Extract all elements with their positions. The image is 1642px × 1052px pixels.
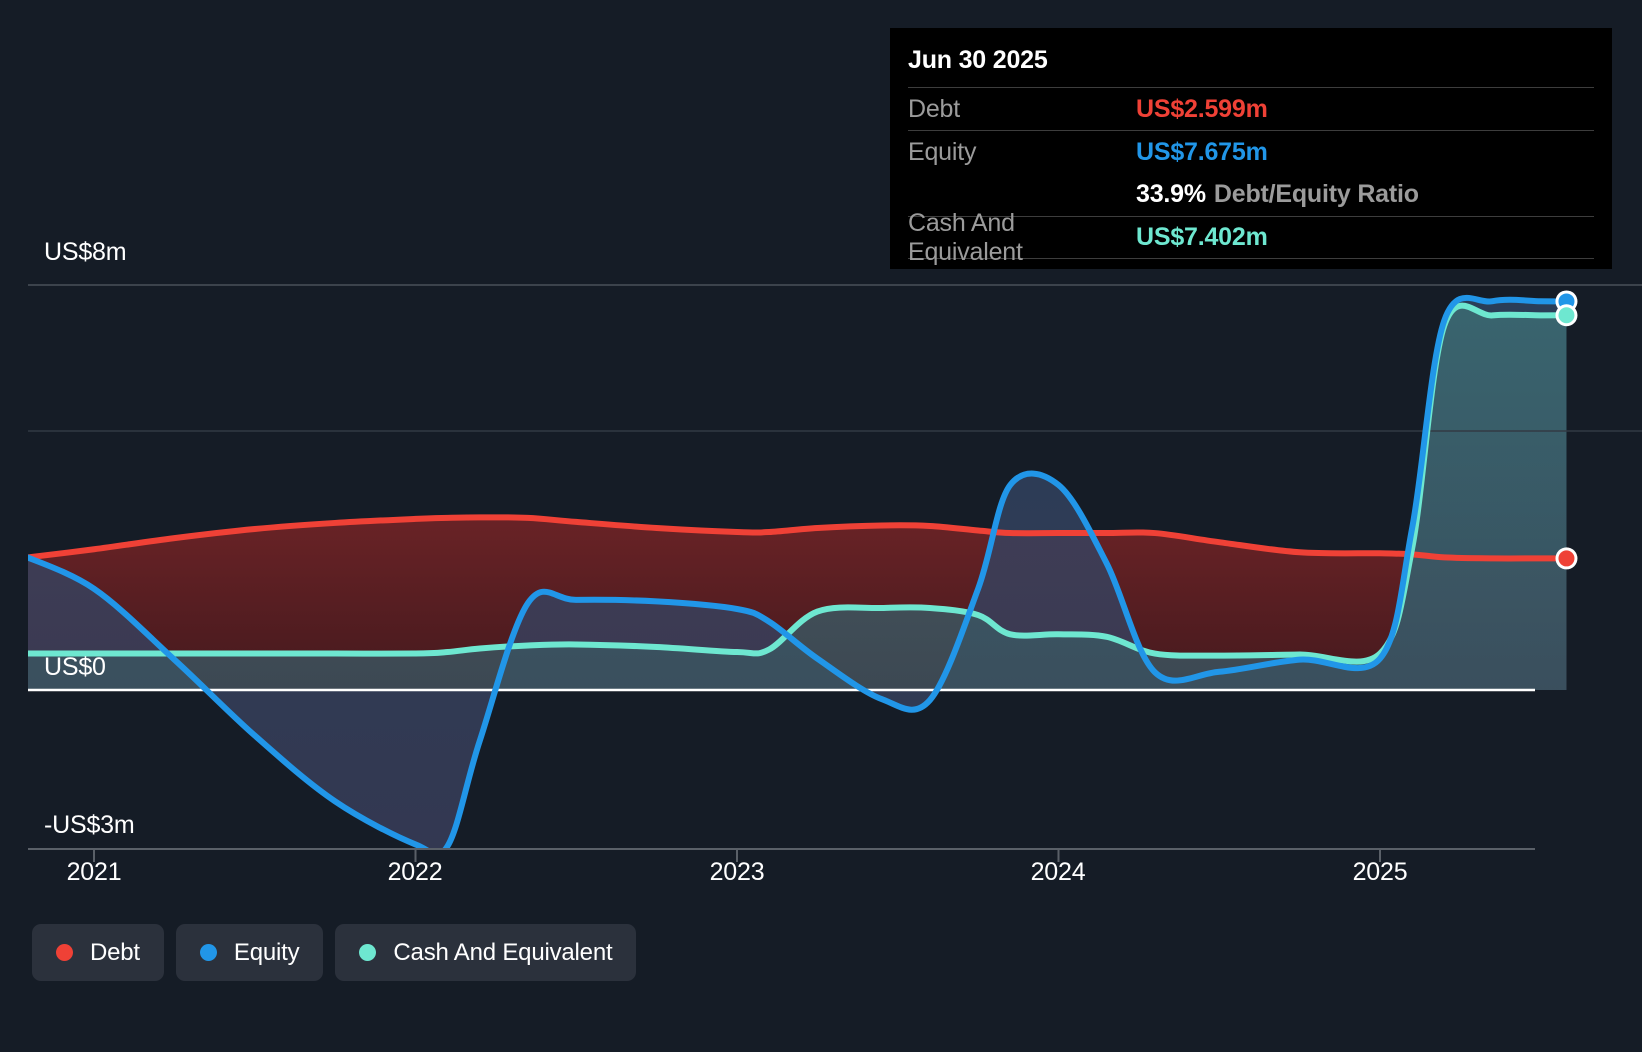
series-lines (28, 294, 1570, 848)
x-label-2022: 2022 (387, 858, 443, 886)
legend-label-equity: Equity (233, 938, 300, 966)
equity-color-dot (199, 944, 217, 961)
y-label-zero: US$0 (44, 653, 106, 681)
series-fills (28, 297, 1567, 848)
x-axis-ticks (93, 849, 1381, 862)
tooltip-row-debt: Debt US$2.599m (908, 87, 1594, 130)
equity-area-fill (28, 297, 1567, 848)
legend-item-cash[interactable]: Cash And Equivalent (335, 924, 637, 981)
tooltip-row-equity: Equity US$7.675m (908, 130, 1594, 173)
hover-tooltip: Jun 30 2025 Debt US$2.599m Equity US$7.6… (890, 28, 1612, 269)
legend-item-debt[interactable]: Debt (32, 924, 164, 981)
tooltip-value-equity: US$7.675m (1136, 137, 1268, 166)
legend-label-cash: Cash And Equivalent (393, 938, 613, 966)
cash-color-dot (359, 944, 377, 961)
tooltip-row-cash: Cash And Equivalent US$7.402m (908, 209, 1594, 266)
x-label-2025: 2025 (1352, 858, 1408, 886)
tooltip-label-equity: Equity (908, 137, 977, 166)
debt-color-dot (56, 944, 73, 961)
x-label-2024: 2024 (1030, 858, 1086, 886)
tooltip-value-cash: US$7.402m (1136, 223, 1268, 251)
tooltip-value-debt: US$2.599m (1136, 94, 1268, 123)
debt-line (28, 514, 1570, 562)
equity-line (28, 294, 1570, 848)
tooltip-label-debt: Debt (908, 94, 961, 123)
cash-line (28, 302, 1570, 665)
y-label-bottom: -US$3m (44, 811, 135, 839)
chart-legend: Debt Equity Cash And Equivalent (32, 924, 637, 981)
tooltip-date: Jun 30 2025 (908, 46, 1048, 74)
tooltip-ratio-caption: Debt/Equity Ratio (1213, 180, 1419, 208)
x-label-2023: 2023 (709, 858, 765, 886)
x-label-2021: 2021 (66, 858, 122, 886)
legend-label-debt: Debt (90, 938, 140, 966)
legend-item-equity[interactable]: Equity (175, 924, 324, 981)
y-label-top: US$8m (44, 238, 127, 266)
gridlines (28, 284, 1642, 432)
debt-area-fill (28, 517, 1567, 690)
tooltip-ratio-percent: 33.9% (1136, 180, 1206, 208)
cash-area-fill (28, 305, 1567, 690)
tooltip-label-cash: Cash And Equivalent (908, 208, 1023, 266)
tooltip-row-ratio: 33.9% Debt/Equity Ratio (908, 173, 1594, 216)
series-end-markers (1555, 290, 1578, 570)
